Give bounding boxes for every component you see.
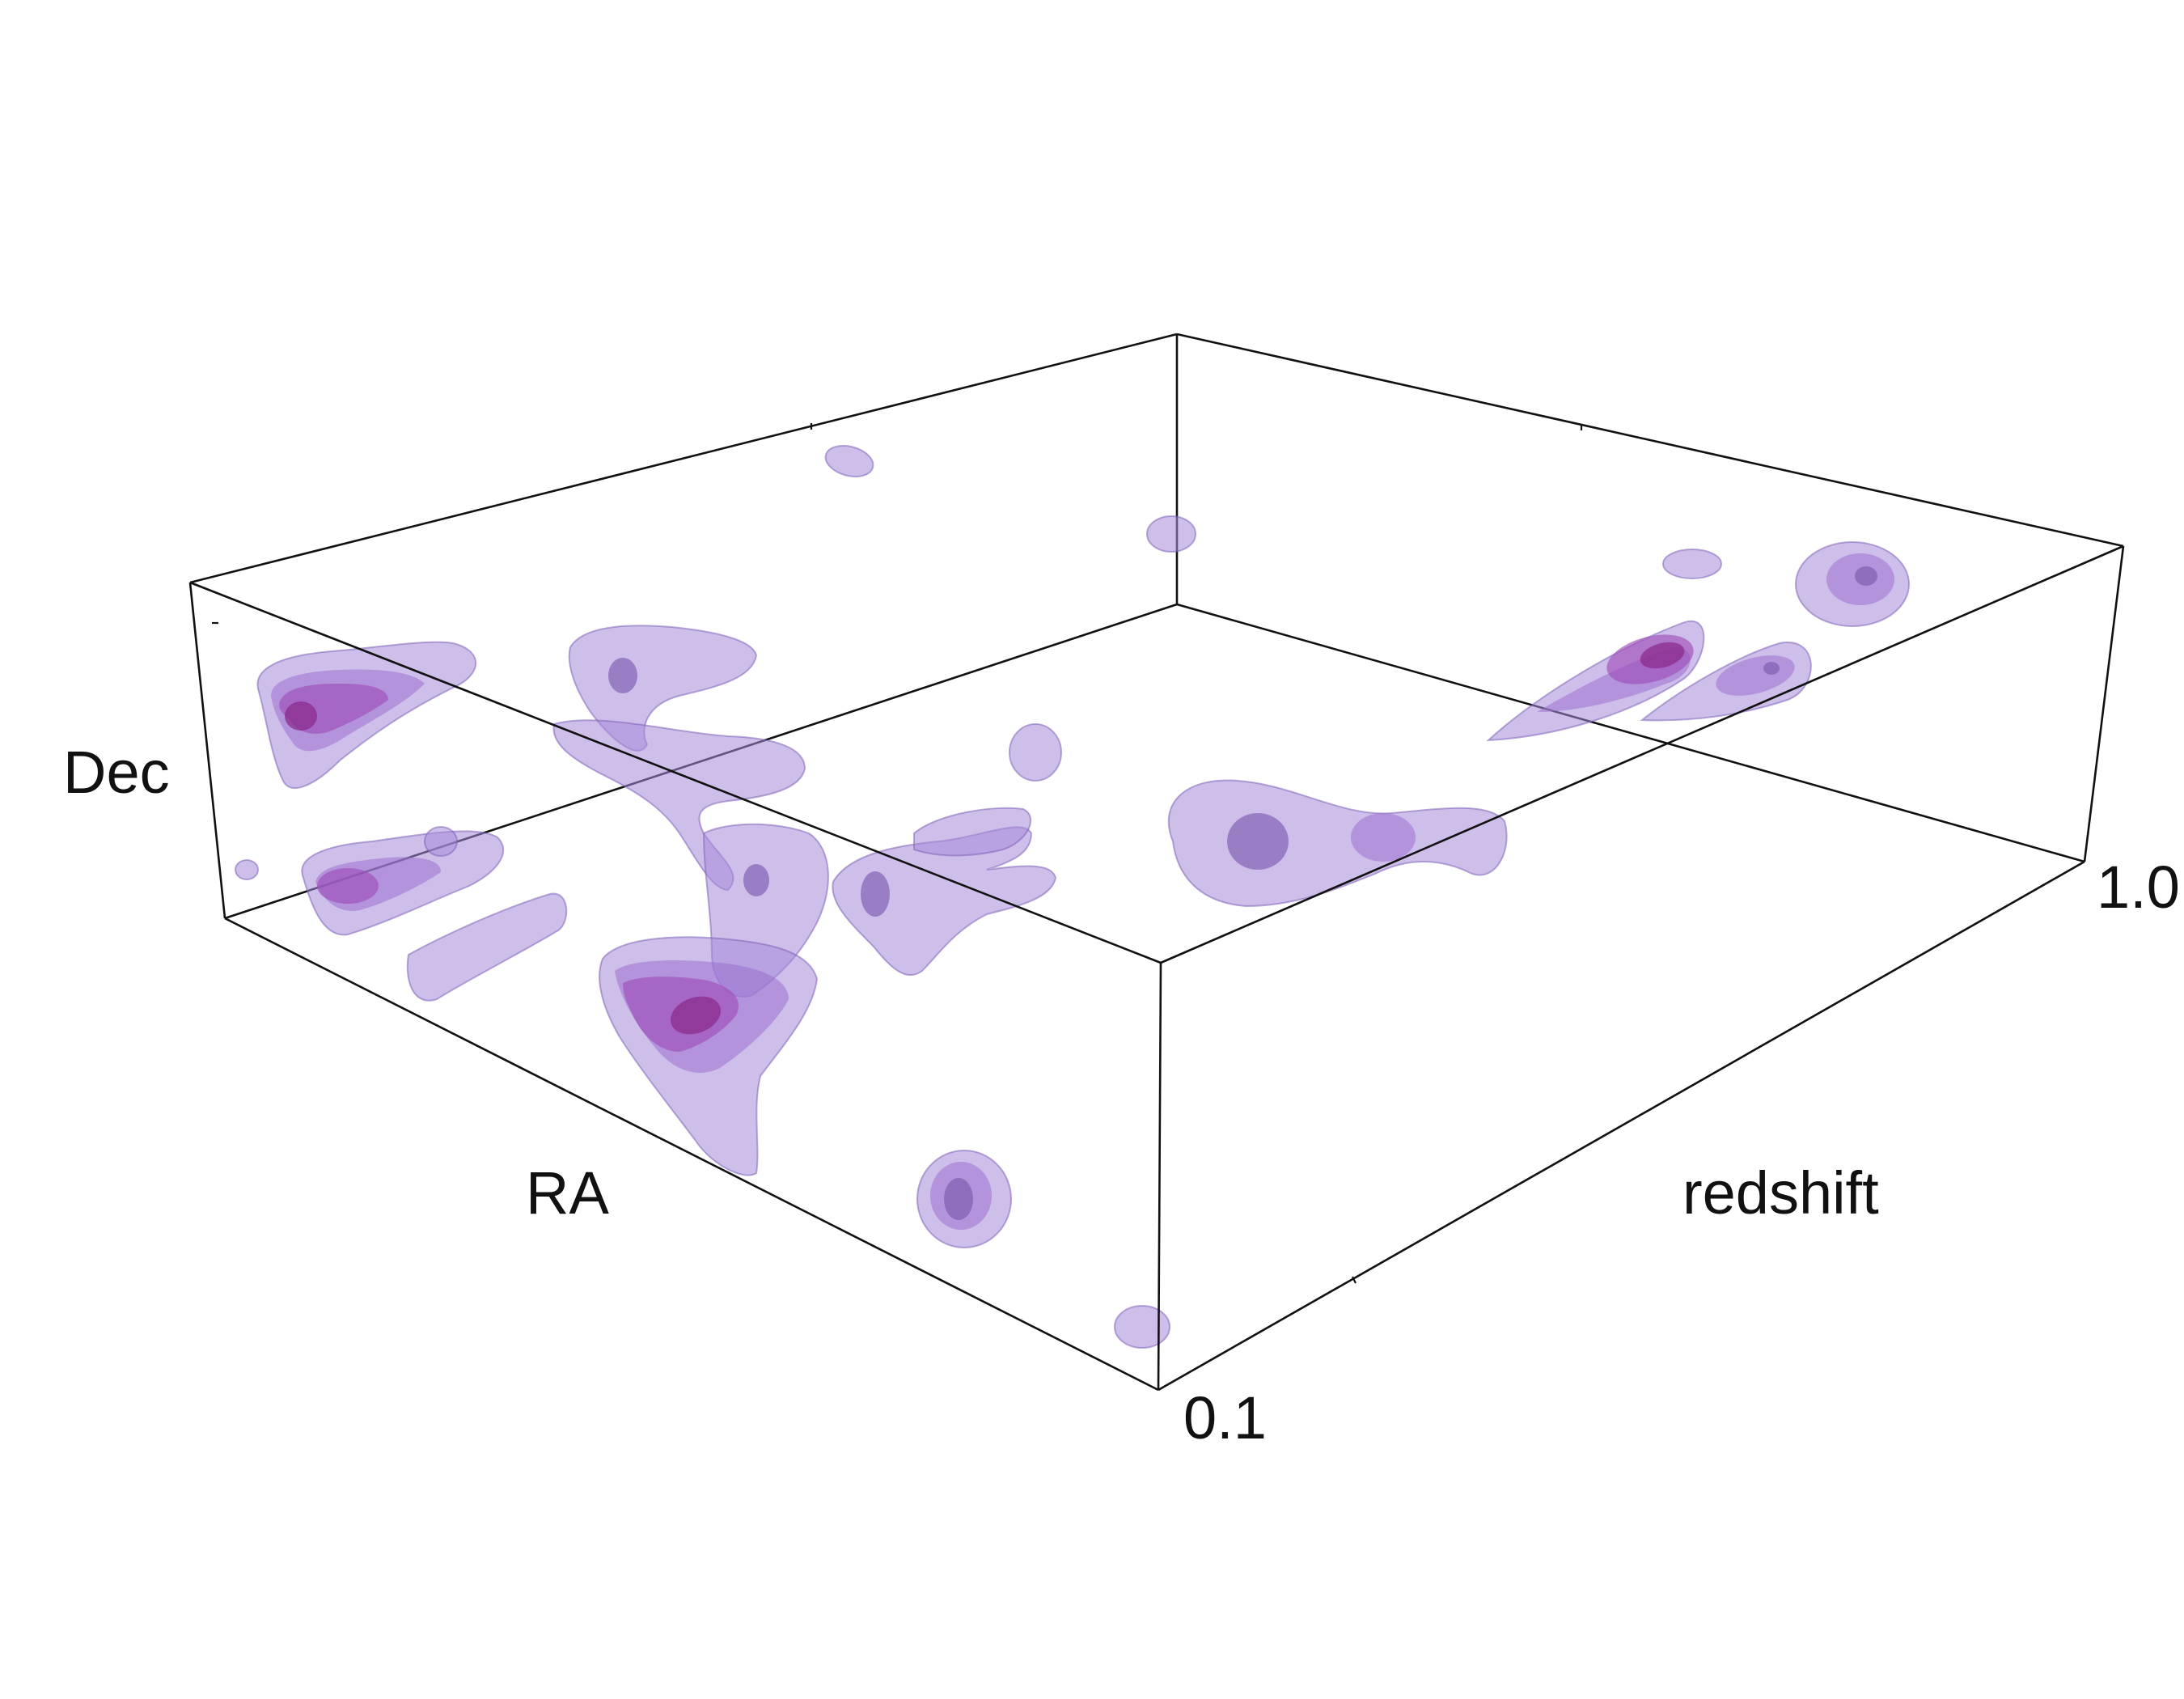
density-blob: [406, 892, 568, 1002]
density-blob: [1146, 515, 1196, 553]
density-blob: [861, 871, 890, 917]
box-edge: [1176, 333, 2124, 548]
density-blob: [1227, 813, 1289, 870]
bounding-box-back: [189, 333, 2124, 920]
density-blob: [285, 701, 317, 731]
axis-tick: [1352, 1276, 1357, 1284]
density-blob: [1167, 779, 1508, 908]
density-blob: [317, 868, 379, 904]
density-blob: [568, 625, 758, 752]
box-edge: [189, 333, 1178, 584]
redshift-axis-label: redshift: [1682, 1159, 1879, 1227]
density-blob: [608, 658, 637, 693]
density-blob: [743, 864, 769, 896]
density-blob: [1009, 723, 1062, 782]
density-blob: [671, 996, 721, 1035]
box-edge: [1158, 860, 2085, 1392]
density-blob: [913, 807, 1032, 857]
density-blob: [944, 1178, 973, 1220]
box-edge: [1160, 544, 2124, 964]
box-edge: [224, 917, 1159, 1392]
box-edge: [2083, 545, 2125, 862]
density-blob: [552, 719, 806, 892]
box-edge: [1176, 603, 2085, 863]
axis-labels: Dec RA redshift 0.1 1.0: [63, 739, 2180, 1451]
redshift-max-tick-label: 1.0: [2097, 854, 2180, 921]
box-edge: [1157, 962, 1162, 1391]
density-blob: [1351, 813, 1416, 862]
density-blob: [824, 444, 874, 478]
ra-axis-label: RA: [526, 1159, 609, 1227]
density-blob: [235, 859, 259, 880]
box-edge: [189, 581, 1162, 964]
bounding-box-front: [188, 544, 2125, 1392]
density-blob: [1114, 1305, 1170, 1349]
density-blob: [424, 826, 458, 857]
box-edge: [188, 582, 226, 919]
redshift-min-tick-label: 0.1: [1183, 1384, 1267, 1451]
isosurface-blobs: [235, 444, 1910, 1349]
density-blob: [1640, 642, 1685, 669]
density-blob: [1855, 566, 1877, 586]
density-blob: [1662, 549, 1722, 579]
axis-ticks: [212, 423, 1583, 1284]
density-blob: [1763, 662, 1780, 675]
dec-axis-label: Dec: [63, 739, 170, 806]
